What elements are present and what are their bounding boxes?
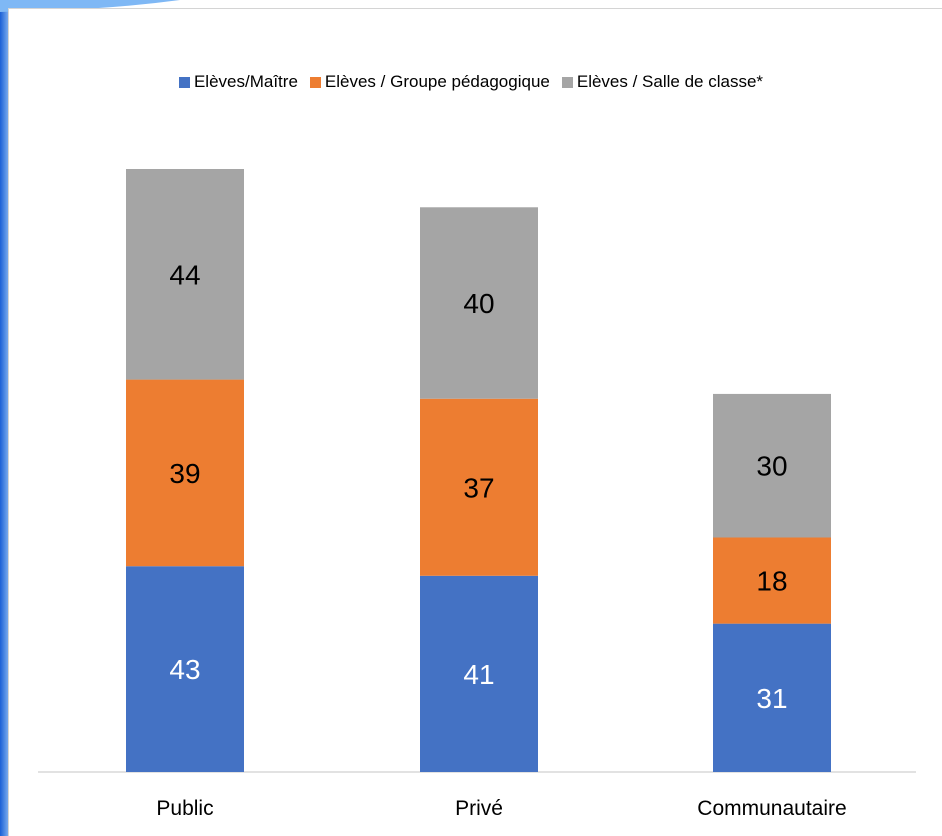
data-label: 30 bbox=[756, 451, 787, 482]
bar-segment bbox=[713, 623, 831, 772]
data-label: 40 bbox=[463, 288, 494, 319]
data-label: 18 bbox=[756, 566, 787, 597]
legend-label: Elèves / Groupe pédagogique bbox=[324, 72, 550, 91]
legend-item-3: Elèves / Salle de classe* bbox=[561, 72, 764, 92]
legend-swatch bbox=[309, 76, 321, 88]
data-label: 43 bbox=[169, 654, 200, 685]
data-label: 39 bbox=[169, 458, 200, 489]
legend: Elèves/Maître Elèves / Groupe pédagogique… bbox=[0, 72, 942, 92]
bar-segment bbox=[420, 207, 538, 399]
bar-segment bbox=[713, 537, 831, 624]
data-label: 41 bbox=[463, 659, 494, 690]
x-tick-label: Public bbox=[156, 797, 213, 820]
data-label: 31 bbox=[756, 683, 787, 714]
bar-segment bbox=[420, 398, 538, 576]
legend-label: Elèves / Salle de classe* bbox=[576, 72, 764, 91]
data-label: 37 bbox=[463, 472, 494, 503]
legend-swatch bbox=[561, 76, 573, 88]
x-tick-label: Communautaire bbox=[697, 797, 846, 820]
legend-item-2: Elèves / Groupe pédagogique bbox=[309, 72, 550, 92]
legend-item-1: Elèves/Maître bbox=[178, 72, 298, 92]
bar-segment bbox=[126, 379, 244, 567]
x-tick-label: Privé bbox=[455, 797, 503, 820]
legend-label: Elèves/Maître bbox=[193, 72, 298, 91]
bar-segment bbox=[713, 393, 831, 538]
bar-segment bbox=[420, 575, 538, 772]
data-label: 44 bbox=[169, 259, 200, 290]
legend-swatch bbox=[178, 76, 190, 88]
bar-segment bbox=[126, 566, 244, 772]
bar-segment bbox=[126, 169, 244, 380]
